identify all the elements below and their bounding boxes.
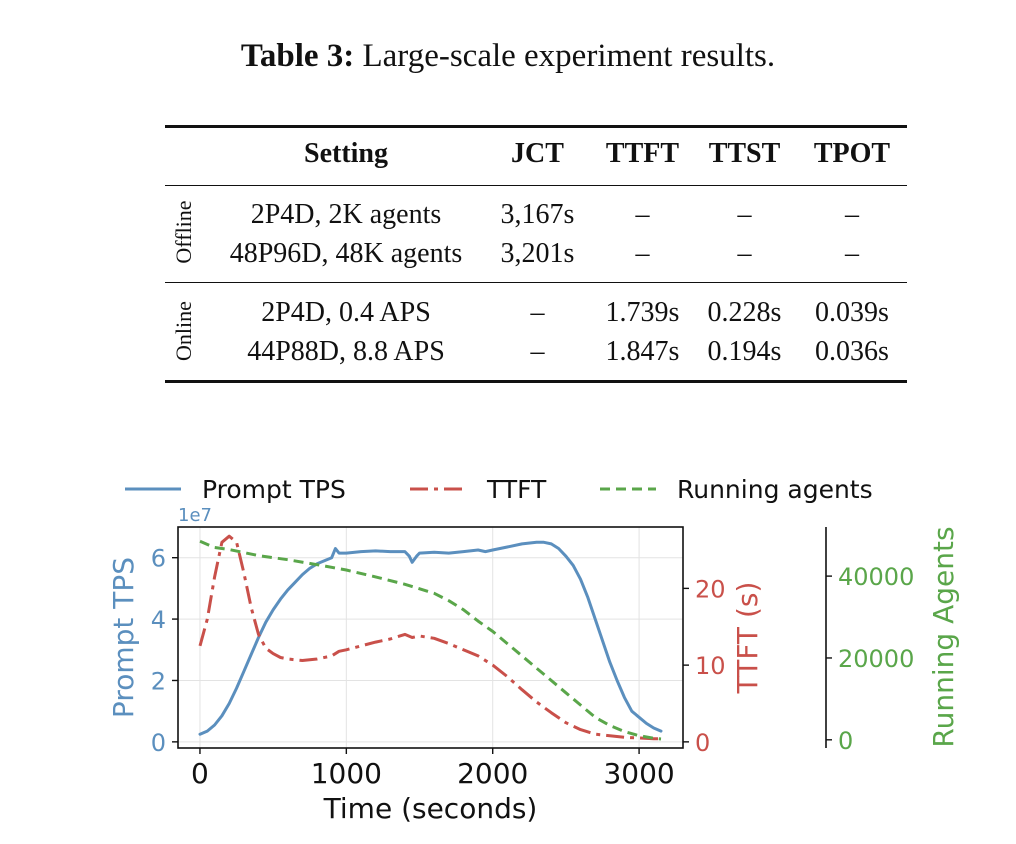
legend-label-agents: Running agents (677, 475, 873, 504)
agents-tick-label: 0 (838, 727, 853, 755)
header-ttft: TTFT (605, 138, 680, 169)
tps-tick-label: 0 (151, 729, 166, 757)
series-line-tps (198, 540, 663, 736)
table-cell: 2P4D, 0.4 APS (261, 297, 431, 328)
x-tick-label: 1000 (311, 757, 382, 790)
table-cell: – (530, 336, 545, 367)
legend-label-ttft: TTFT (486, 475, 547, 504)
table-cell: 0.194s (707, 336, 782, 367)
agents-tick-label: 40000 (838, 563, 914, 591)
x-tick-label: 0 (191, 757, 209, 790)
table-cell: 48P96D, 48K agents (229, 238, 463, 269)
header-ttst: TTST (708, 138, 781, 169)
table-cell: 3,201s (500, 238, 575, 269)
tps-tick-label: 6 (151, 545, 166, 573)
table-cell: 0.039s (815, 297, 889, 328)
tps-offset-label: 1e7 (178, 505, 212, 526)
table-cell: 1.739s (605, 297, 680, 328)
tps-tick-label: 2 (151, 667, 166, 695)
table-cell: 0.036s (815, 336, 889, 367)
table-cell: – (845, 238, 859, 269)
tps-axis-label: Prompt TPS (107, 557, 140, 718)
series-line-agents (199, 539, 662, 741)
table-group-rule (165, 282, 907, 284)
table-top-rule (165, 125, 907, 128)
table-cell: – (635, 238, 650, 269)
caption-text: Large-scale experiment results. (362, 38, 776, 74)
table-cell: 1.847s (605, 336, 680, 367)
agents-axis-label: Running Agents (927, 526, 960, 747)
x-tick-label: 3000 (603, 757, 674, 790)
table-cell: – (737, 199, 752, 230)
table-cell: – (737, 238, 752, 269)
ttft-tick-label: 20 (695, 575, 726, 603)
series-line-ttft (198, 534, 661, 741)
header-jct: JCT (511, 138, 564, 169)
table-header-rule (165, 185, 907, 187)
agents-tick-label: 20000 (838, 645, 914, 673)
table-cell: 2P4D, 2K agents (250, 199, 442, 230)
x-tick-label: 2000 (457, 757, 528, 790)
table-cell: – (635, 199, 650, 230)
legend-label-tps: Prompt TPS (202, 475, 346, 504)
table-cell: – (845, 199, 859, 230)
table-cell: 44P88D, 8.8 APS (247, 336, 445, 367)
ttft-tick-label: 10 (695, 652, 726, 680)
caption-label: Table 3: (240, 38, 355, 74)
x-axis-label: Time (seconds) (323, 792, 538, 825)
table-cell: – (530, 297, 545, 328)
header-setting: Setting (304, 138, 388, 169)
tps-tick-label: 4 (151, 606, 166, 634)
table-caption: Table 3: Large-scale experiment results. (0, 38, 1016, 75)
header-tpot: TPOT (813, 138, 891, 169)
table-cell: 0.228s (707, 297, 782, 328)
ttft-axis-label: TTFT (s) (731, 582, 764, 695)
ttft-tick-label: 0 (695, 729, 710, 757)
results-table: Setting JCT TTFT TTST TPOT Offline Onlin… (165, 125, 907, 383)
table-bottom-rule (165, 380, 907, 383)
plot-frame (177, 526, 684, 749)
table-cell: 3,167s (500, 199, 575, 230)
